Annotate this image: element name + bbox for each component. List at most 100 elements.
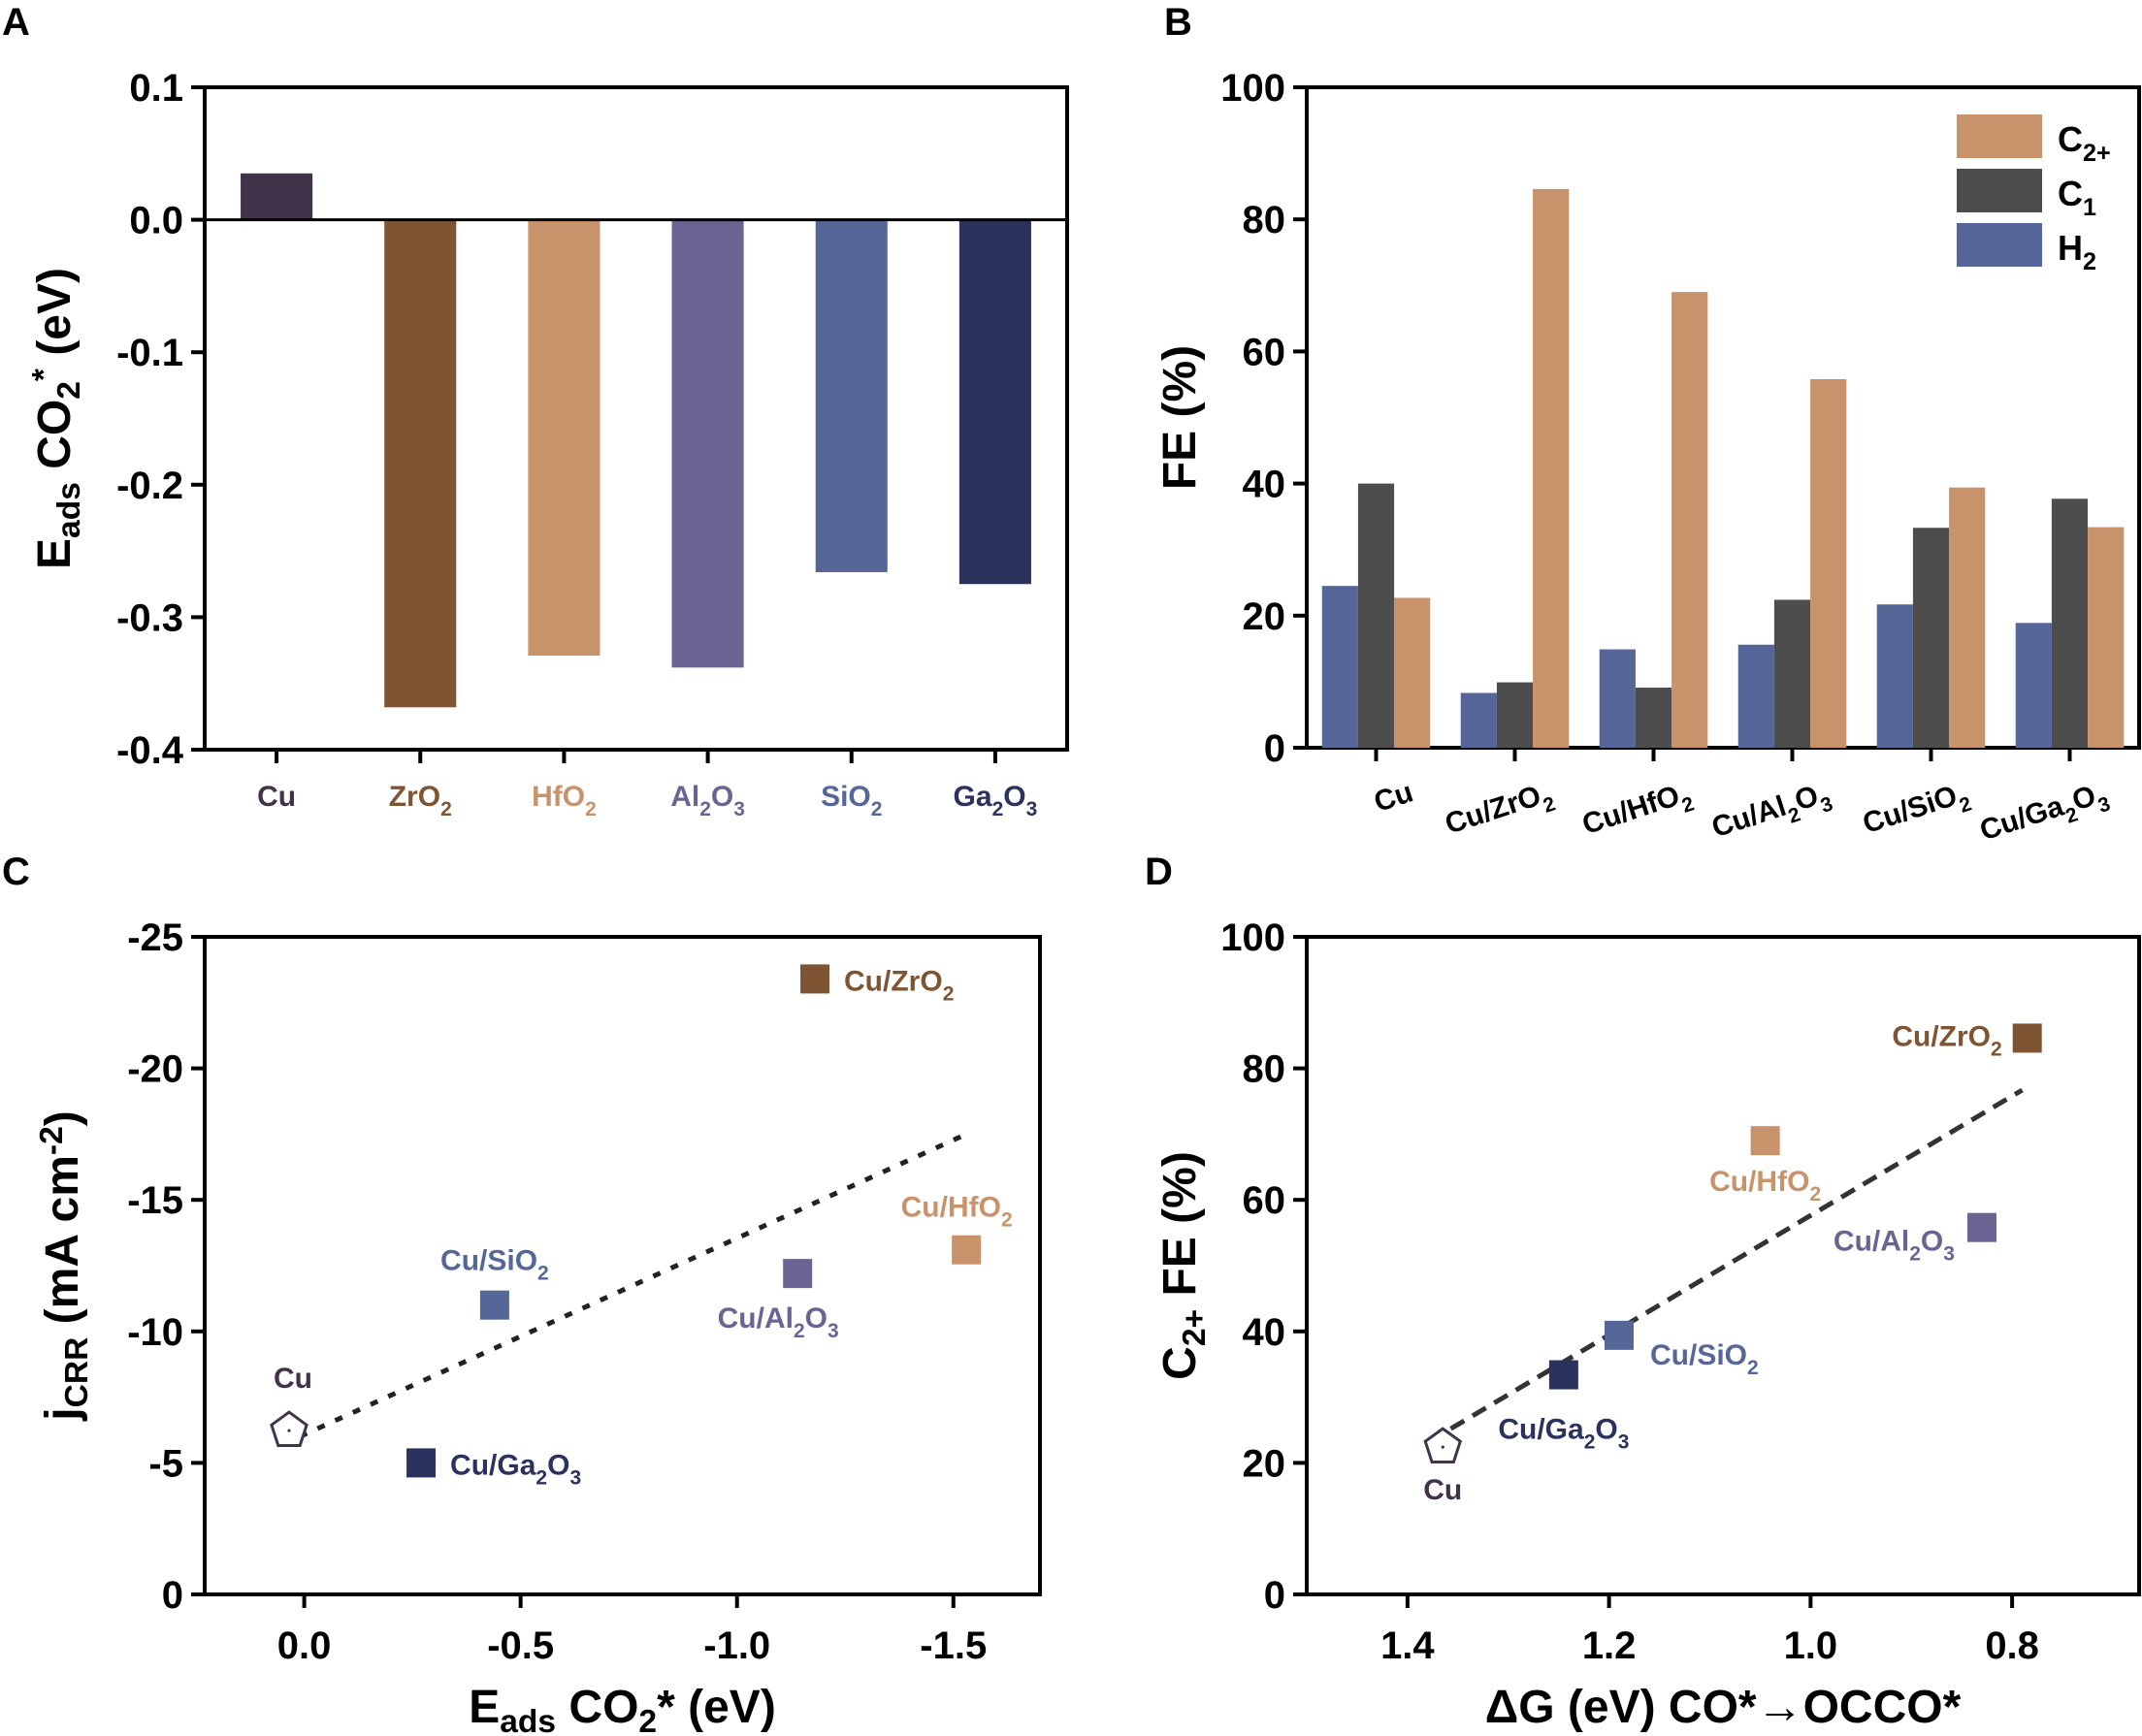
point-marker: [1750, 1126, 1780, 1156]
y-axis-title: FE (%): [1154, 345, 1206, 490]
point-marker: [952, 1235, 982, 1265]
x-tick-label: 1.4: [1380, 1624, 1435, 1667]
category-label: Cu/Ga2O3: [1976, 776, 2113, 854]
point-label: Cu/SiO2: [1650, 1339, 1759, 1379]
legend-swatch: [1957, 223, 2042, 267]
legend-swatch: [1957, 114, 2042, 158]
point-label: Cu/SiO2: [440, 1245, 549, 1285]
bar-c2plus: [1949, 487, 1986, 748]
bar-hfo2: [528, 219, 600, 657]
panel-letter-c: C: [2, 851, 30, 893]
point-marker: [800, 964, 830, 994]
category-label: HfO2: [532, 781, 597, 820]
y-tick-label: 0: [162, 1574, 183, 1617]
bar-c1: [1773, 599, 1811, 748]
x-tick-label: -1.0: [703, 1624, 770, 1667]
y-tick-label: 60: [1243, 1179, 1286, 1222]
category-label: Cu/HfO2: [1578, 776, 1697, 849]
plot-frame: [203, 935, 1042, 1596]
category-label: Al2O3: [670, 781, 745, 820]
panel-c-scatter-plot: 0 -5 -10 -15 -20 -25 0.0 -0.5 -1.0 -1.5 Cu Cu/Ga2O3…: [34, 916, 1042, 1736]
panel-d-scatter-plot: 0 20 40 60 80 100 1.4 1.2 1.0 0.8 Cu Cu/Ga2O3 Cu/SiO…: [1154, 916, 2141, 1733]
y-tick-label: 100: [1220, 67, 1285, 110]
bar-c2plus: [1533, 188, 1570, 748]
y-axis-title: Eads CO2* (eV): [26, 268, 87, 569]
bar-h2: [1599, 649, 1636, 748]
bar-c1: [2051, 498, 2089, 748]
y-tick-label: 40: [1243, 464, 1286, 506]
fit-line: [299, 1132, 968, 1439]
bar-al2o3: [671, 219, 744, 668]
y-tick-label: -0.1: [116, 332, 183, 374]
category-label: Ga2O3: [954, 781, 1038, 820]
y-tick-label: 80: [1243, 1048, 1286, 1091]
point-marker-cu: [270, 1410, 308, 1447]
y-tick-label: -0.2: [116, 465, 183, 507]
bar-sio2: [815, 219, 888, 572]
point-label: Cu/ZrO2: [844, 965, 954, 1005]
point-label: Cu/Al2O3: [718, 1302, 839, 1342]
panel-b-grouped-bar-chart: 0 20 40 60 80 100 Cu Cu/ZrO2 Cu/HfO2 Cu/Al2O3 Cu/S…: [1154, 67, 2141, 854]
bar-c1: [1635, 688, 1672, 748]
bar-cu: [241, 173, 313, 220]
panel-a-bar-chart: 0.1 0.0 -0.1 -0.2 -0.3 -0.4 Cu ZrO2 HfO2 Al2O3 SiO…: [26, 67, 1069, 820]
x-tick-label: 0.8: [1985, 1624, 2039, 1667]
category-label: Cu: [257, 781, 296, 813]
point-label: Cu/Ga2O3: [450, 1449, 581, 1489]
category-label: Cu/Al2O3: [1708, 776, 1836, 852]
panel-letter-d: D: [1145, 851, 1173, 893]
point-marker: [1966, 1212, 1996, 1242]
bar-h2: [1460, 692, 1497, 748]
x-axis-title: ΔG (eV) CO*→OCCO*: [1485, 1682, 1962, 1733]
y-tick-label: 20: [1243, 1442, 1286, 1485]
plot-frame: [1305, 85, 2141, 750]
bar-h2: [1737, 644, 1774, 748]
bar-h2: [1876, 604, 1913, 748]
legend-label: C2+: [2058, 119, 2111, 167]
y-tick-label: -0.4: [116, 729, 184, 772]
x-tick-label: 1.0: [1784, 1624, 1838, 1667]
bar-c2plus: [1671, 292, 1708, 748]
bar-h2: [2015, 623, 2052, 748]
y-tick-label: -25: [127, 916, 183, 959]
panel-letter-b: B: [1164, 1, 1192, 44]
fit-line: [1449, 1087, 2024, 1431]
point-label: Cu/Al2O3: [1834, 1226, 1955, 1266]
bar-c1: [1357, 483, 1395, 748]
point-marker: [1548, 1360, 1578, 1390]
y-axis-title: C2+ FE (%): [1154, 1151, 1213, 1380]
bar-h2: [1321, 586, 1358, 748]
point-marker: [783, 1259, 813, 1289]
y-tick-label: -10: [127, 1311, 183, 1354]
panel-letter-a: A: [2, 1, 30, 44]
x-tick-label: -0.5: [487, 1624, 554, 1667]
category-label: Cu: [1370, 776, 1416, 819]
legend-label: H2: [2058, 228, 2096, 275]
bar-ga2o3: [958, 219, 1031, 585]
plot-frame: [1305, 935, 2141, 1596]
x-tick-label: 1.2: [1582, 1624, 1637, 1667]
y-tick-label: 0: [1264, 1574, 1285, 1617]
y-tick-label: 0.1: [129, 67, 183, 110]
y-tick-label: 0: [1264, 727, 1285, 770]
y-tick-label: 100: [1220, 916, 1285, 959]
y-tick-label: 40: [1243, 1311, 1286, 1354]
y-tick-label: -5: [148, 1442, 183, 1485]
point-marker: [406, 1448, 437, 1478]
point-label: Cu/ZrO2: [1892, 1020, 2001, 1060]
point-marker: [479, 1290, 509, 1320]
point-label: Cu/HfO2: [1709, 1166, 1821, 1206]
point-center-dot: [287, 1429, 291, 1432]
x-tick-label: 0.0: [277, 1624, 332, 1667]
bar-zro2: [384, 219, 457, 708]
category-label: Cu/SiO2: [1859, 776, 1974, 848]
bar-c2plus: [1810, 379, 1847, 748]
y-tick-label: 20: [1243, 595, 1286, 638]
point-center-dot: [1441, 1445, 1444, 1449]
y-tick-label: 60: [1243, 331, 1286, 373]
y-axis-title: jCRR (mA cm-2): [34, 1110, 95, 1422]
legend-swatch: [1957, 169, 2042, 212]
y-tick-label: 80: [1243, 199, 1286, 241]
category-label: SiO2: [821, 781, 882, 820]
